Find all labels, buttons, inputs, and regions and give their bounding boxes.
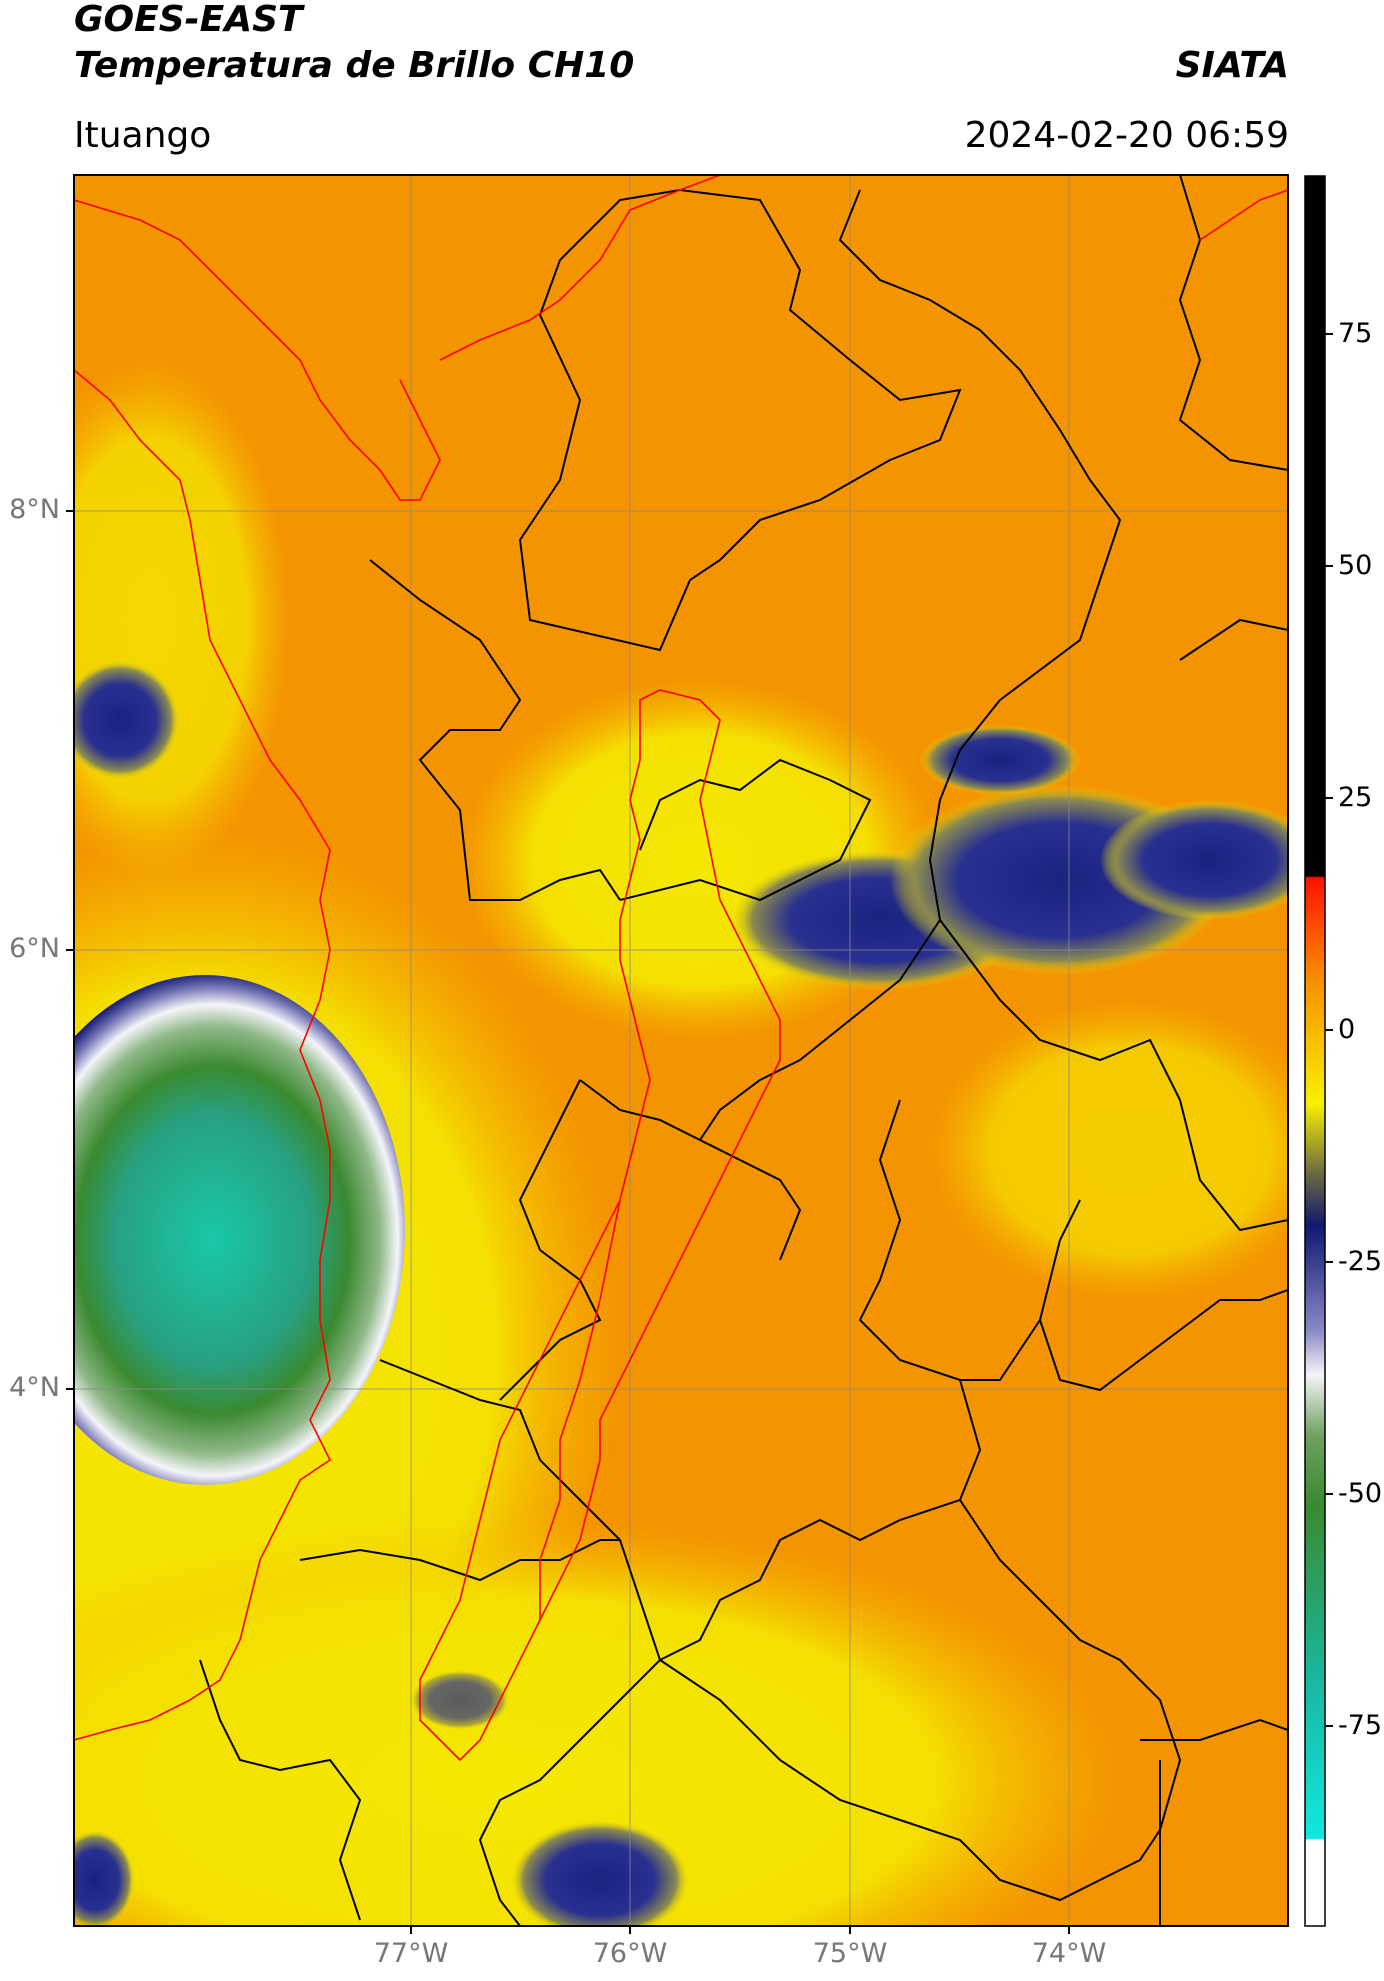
graticule bbox=[74, 175, 1288, 1926]
lon-label-77w: 77°W bbox=[373, 1938, 449, 1969]
cloud-band-far-east bbox=[1100, 800, 1288, 920]
lon-label-74w: 74°W bbox=[1031, 1938, 1107, 1969]
cloud-south-small bbox=[410, 1670, 510, 1730]
cloud-south bbox=[510, 1820, 690, 1926]
agency-label: SIATA bbox=[1175, 45, 1289, 86]
location-label: Ituango bbox=[74, 115, 212, 156]
region-borders bbox=[74, 175, 1288, 1762]
colorbar-label-neg50: -50 bbox=[1338, 1478, 1383, 1509]
product-title: Temperatura de Brillo CH10 bbox=[74, 45, 635, 86]
colorbar-label-neg75: -75 bbox=[1338, 1710, 1383, 1741]
lat-label-4n: 4°N bbox=[9, 1372, 60, 1403]
colorbar-label-0: 0 bbox=[1338, 1014, 1356, 1045]
convective-storm bbox=[74, 975, 405, 1485]
axis-ticks bbox=[66, 510, 1070, 1934]
lon-label-75w: 75°W bbox=[812, 1938, 888, 1969]
colorbar-ticks bbox=[1325, 333, 1333, 1727]
map-frame bbox=[73, 174, 1289, 1927]
datetime-label: 2024-02-20 06:59 bbox=[964, 115, 1289, 156]
colorbar-label-neg25: -25 bbox=[1338, 1246, 1383, 1277]
colorbar-label-50: 50 bbox=[1338, 550, 1373, 581]
colorbar-label-25: 25 bbox=[1338, 782, 1373, 813]
north-pacific-warm-area bbox=[74, 360, 290, 880]
satellite-title: GOES-EAST bbox=[74, 0, 303, 40]
lon-label-76w: 76°W bbox=[592, 1938, 668, 1969]
colorbar bbox=[1304, 175, 1326, 1927]
cloud-southwest bbox=[74, 1830, 135, 1926]
lat-label-6n: 6°N bbox=[9, 933, 60, 964]
cloud-band-northeast bbox=[920, 725, 1080, 795]
department-borders bbox=[199, 175, 1288, 1926]
lat-label-8n: 8°N bbox=[9, 494, 60, 525]
east-warm-area bbox=[930, 1000, 1288, 1300]
colorbar-label-75: 75 bbox=[1338, 318, 1373, 349]
cloud-west bbox=[74, 660, 180, 780]
